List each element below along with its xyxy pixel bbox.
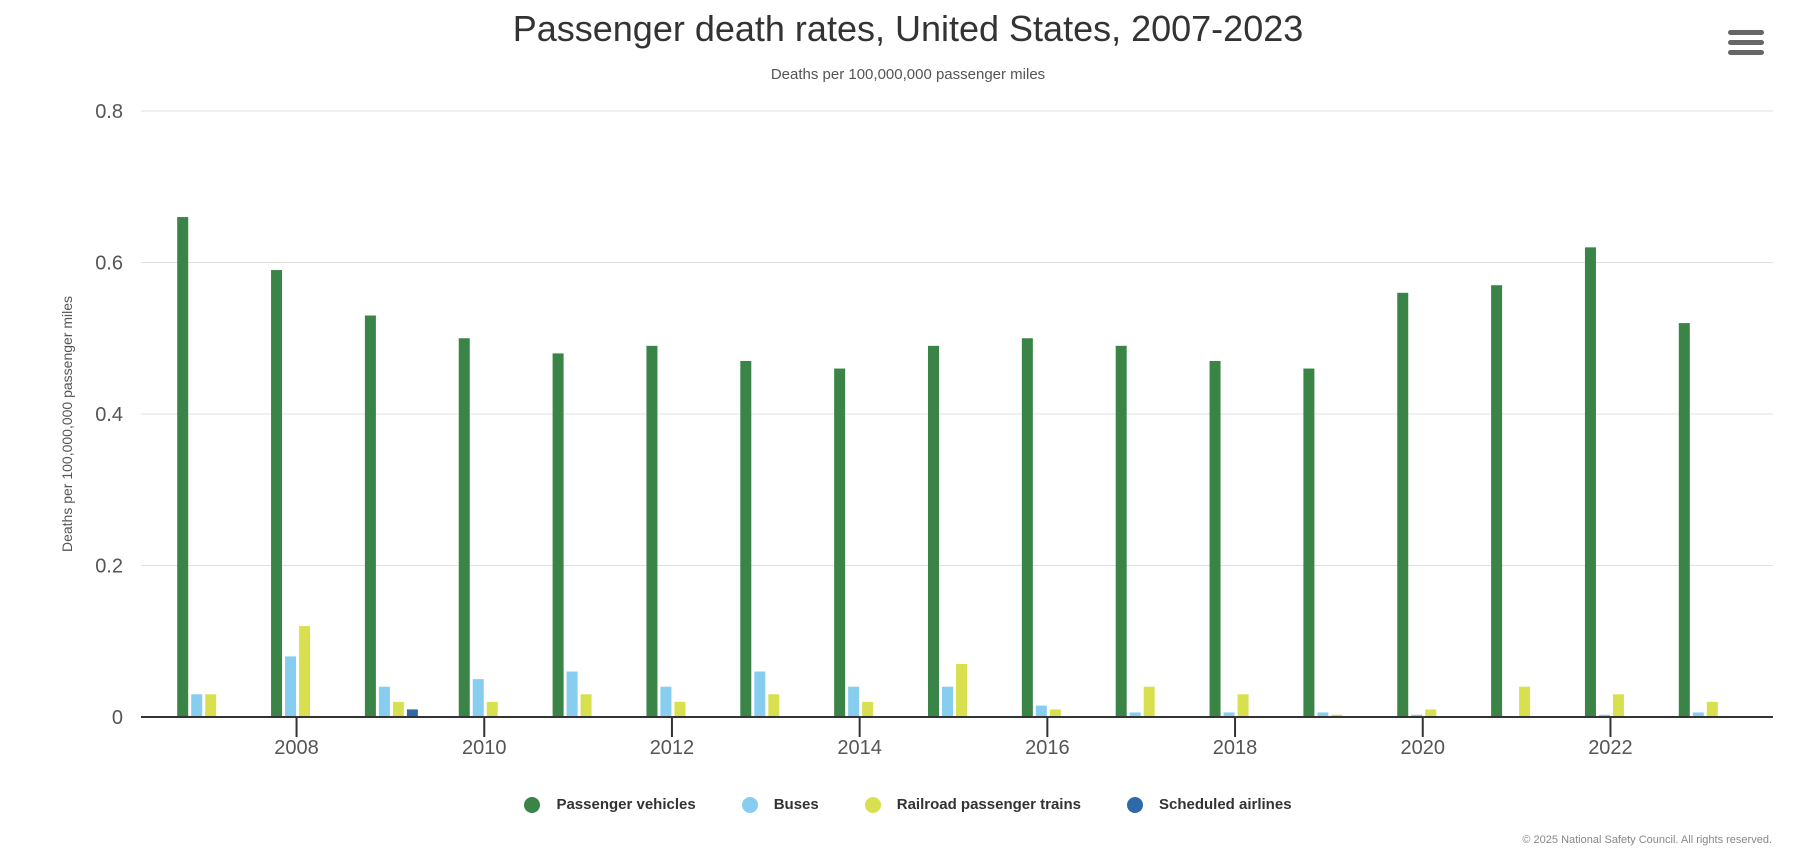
bar-passenger-vehicles bbox=[1303, 368, 1315, 717]
bar-buses bbox=[191, 694, 203, 717]
legend-marker bbox=[741, 796, 758, 813]
bar-buses bbox=[285, 656, 297, 717]
bar-railroad-passenger-trains bbox=[486, 701, 498, 717]
bar-railroad-passenger-trains bbox=[862, 701, 874, 717]
bar-passenger-vehicles bbox=[1397, 292, 1409, 717]
legend-item[interactable]: Railroad passenger trains bbox=[864, 796, 1081, 813]
bar-railroad-passenger-trains bbox=[1331, 714, 1343, 717]
chart-plot: 0 0.2 0.4 0.6 0.8 Deaths per 100,000,000 pass… bbox=[59, 101, 1773, 759]
bar-passenger-vehicles bbox=[1491, 285, 1503, 717]
bar-buses bbox=[472, 679, 484, 717]
bar-passenger-vehicles bbox=[1584, 247, 1596, 717]
bar-passenger-vehicles bbox=[1021, 338, 1033, 717]
bar-buses bbox=[848, 686, 860, 717]
bar-railroad-passenger-trains bbox=[1519, 686, 1531, 717]
bar-passenger-vehicles bbox=[740, 360, 752, 717]
copyright-credit: © 2025 National Safety Council. All righ… bbox=[1522, 834, 1772, 846]
bar-passenger-vehicles bbox=[646, 345, 658, 717]
y-axis-label: Deaths per 100,000,000 passenger miles bbox=[59, 296, 75, 552]
legend-marker bbox=[864, 796, 881, 813]
bar-buses bbox=[378, 686, 390, 717]
bar-railroad-passenger-trains bbox=[674, 701, 686, 717]
legend-label: Scheduled airlines bbox=[1158, 796, 1292, 813]
y-tick-label: 0.2 bbox=[95, 556, 123, 578]
bar-passenger-vehicles bbox=[177, 217, 189, 718]
bar-railroad-passenger-trains bbox=[1425, 709, 1437, 717]
y-tick-label: 0.4 bbox=[95, 404, 123, 426]
bar-buses bbox=[660, 686, 672, 717]
y-tick-label: 0.6 bbox=[95, 253, 123, 275]
bar-passenger-vehicles bbox=[364, 315, 376, 717]
bar-railroad-passenger-trains bbox=[956, 663, 967, 717]
legend: Passenger vehicles Buses Railroad passenge… bbox=[0, 796, 1816, 813]
bar-passenger-vehicles bbox=[1678, 323, 1690, 717]
bar-scheduled-airlines bbox=[406, 709, 418, 717]
chart-subtitle: Deaths per 100,000,000 passenger miles bbox=[770, 66, 1046, 83]
bar-buses bbox=[1411, 714, 1423, 717]
bar-passenger-vehicles bbox=[458, 338, 470, 717]
x-tick-label: 2022 bbox=[1588, 737, 1633, 759]
legend-label: Buses bbox=[773, 796, 819, 813]
bar-buses bbox=[1223, 712, 1235, 717]
bar-buses bbox=[1035, 705, 1047, 717]
bar-passenger-vehicles bbox=[271, 270, 283, 717]
bar-railroad-passenger-trains bbox=[1706, 701, 1718, 717]
bar-buses bbox=[566, 671, 578, 717]
bar-railroad-passenger-trains bbox=[205, 694, 217, 717]
bar-buses bbox=[754, 671, 766, 717]
y-tick-label: 0.8 bbox=[95, 101, 123, 123]
bar-buses bbox=[1129, 712, 1141, 717]
bar-railroad-passenger-trains bbox=[299, 626, 311, 717]
legend-marker bbox=[1126, 796, 1143, 813]
bar-railroad-passenger-trains bbox=[580, 694, 592, 717]
x-tick-label: 2008 bbox=[274, 737, 319, 759]
bar-passenger-vehicles bbox=[928, 345, 939, 717]
bar-railroad-passenger-trains bbox=[1612, 694, 1624, 717]
bar-buses bbox=[1692, 712, 1704, 717]
hamburger-menu-icon[interactable] bbox=[1728, 30, 1764, 60]
bar-buses bbox=[942, 686, 953, 717]
bar-railroad-passenger-trains bbox=[768, 694, 780, 717]
x-tick-label: 2016 bbox=[1025, 737, 1070, 759]
x-tick-label: 2010 bbox=[462, 737, 507, 759]
chart-title: Passenger death rates, United States, 20… bbox=[512, 8, 1304, 49]
bar-passenger-vehicles bbox=[552, 353, 564, 717]
legend-marker bbox=[524, 796, 541, 813]
x-tick-label: 2014 bbox=[837, 737, 882, 759]
bar-passenger-vehicles bbox=[1115, 345, 1127, 717]
bar-passenger-vehicles bbox=[1209, 360, 1221, 717]
bar-buses bbox=[1317, 712, 1329, 717]
x-tick-label: 2020 bbox=[1401, 737, 1446, 759]
x-tick-label: 2018 bbox=[1213, 737, 1258, 759]
bar-railroad-passenger-trains bbox=[1143, 686, 1155, 717]
legend-item[interactable]: Buses bbox=[741, 796, 819, 813]
bar-buses bbox=[1598, 714, 1610, 717]
legend-label: Passenger vehicles bbox=[556, 796, 696, 813]
legend-item[interactable]: Passenger vehicles bbox=[524, 796, 696, 813]
bar-railroad-passenger-trains bbox=[1237, 694, 1249, 717]
y-tick-label: 0 bbox=[112, 707, 123, 729]
x-tick-label: 2012 bbox=[650, 737, 695, 759]
legend-label: Railroad passenger trains bbox=[896, 796, 1081, 813]
legend-item[interactable]: Scheduled airlines bbox=[1126, 796, 1292, 813]
bar-railroad-passenger-trains bbox=[392, 701, 404, 717]
bar-railroad-passenger-trains bbox=[1049, 709, 1061, 717]
bar-passenger-vehicles bbox=[834, 368, 846, 717]
